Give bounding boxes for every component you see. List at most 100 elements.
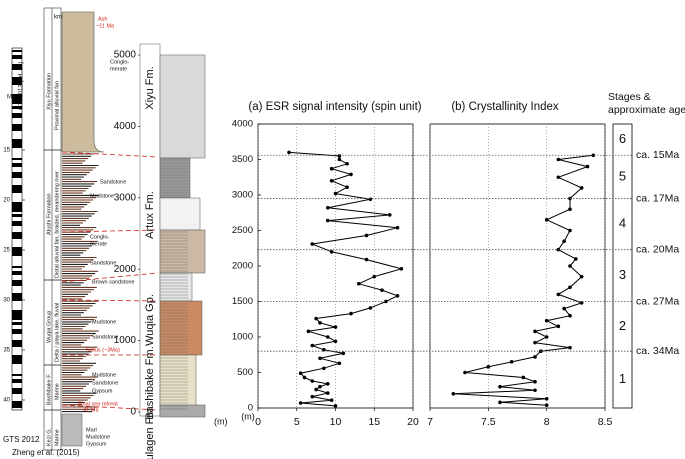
polarity-chron bbox=[12, 266, 22, 268]
formation: Wuqia Group bbox=[46, 311, 52, 343]
y-tick-label: 500 bbox=[237, 367, 253, 378]
retreat-label: ~41 Ma bbox=[80, 407, 99, 413]
retreat-label: Final sea retreat bbox=[78, 401, 118, 407]
lithology: Gypsum bbox=[92, 388, 113, 394]
x-tick-label: 7.5 bbox=[481, 416, 496, 428]
plot-b-frame bbox=[429, 123, 606, 409]
hiatus-label: hiatus (~3Ma) bbox=[86, 347, 120, 353]
polarity-chron bbox=[12, 55, 22, 59]
polarity-chron bbox=[12, 340, 22, 347]
setting: Distal alluvial fan, braided, meandering… bbox=[54, 171, 60, 278]
sample-point bbox=[368, 197, 373, 202]
sample-point bbox=[298, 371, 303, 376]
polarity-frame bbox=[11, 47, 23, 411]
sample-point bbox=[325, 382, 330, 386]
column-strata bbox=[160, 159, 188, 410]
sample-point bbox=[544, 335, 549, 339]
setting: Proximal alluvial fan bbox=[54, 81, 60, 130]
x-tick-label: 7 bbox=[427, 416, 433, 428]
sample-point bbox=[463, 370, 467, 375]
sample-point bbox=[356, 281, 361, 286]
polarity-chron bbox=[12, 172, 22, 178]
sample-point bbox=[544, 218, 549, 222]
sample-point bbox=[395, 294, 400, 298]
sample-point bbox=[556, 157, 561, 162]
plot-title: (b) Crystallinity Index bbox=[451, 101, 559, 113]
stage-label: 3 bbox=[619, 267, 626, 282]
sample-point bbox=[345, 185, 349, 189]
sample-point bbox=[544, 318, 549, 323]
lithology: Mudstone bbox=[92, 319, 116, 325]
sample-point bbox=[314, 316, 318, 321]
polarity-chron bbox=[12, 106, 22, 109]
stage-label: 2 bbox=[619, 318, 626, 333]
sample-point bbox=[579, 301, 584, 305]
sample-point bbox=[568, 228, 572, 233]
stage-age: ca. 34Ma bbox=[636, 345, 679, 357]
stage-title: approximate ages bbox=[608, 104, 685, 116]
lithology: Sandstone bbox=[90, 260, 116, 266]
sample-point bbox=[349, 172, 353, 177]
sample-point bbox=[579, 186, 584, 190]
column-tick-label: 0 bbox=[130, 407, 136, 418]
left-frames bbox=[43, 7, 62, 451]
sample-point bbox=[287, 150, 291, 155]
sample-point bbox=[544, 403, 549, 407]
sample-point bbox=[310, 379, 315, 383]
sample-point bbox=[568, 207, 572, 211]
polarity-chron bbox=[12, 202, 22, 212]
polarity-chron bbox=[12, 329, 22, 334]
sample-point bbox=[498, 400, 502, 405]
ash-label: Ash bbox=[98, 16, 107, 22]
stage-label: 4 bbox=[619, 216, 626, 231]
sample-point bbox=[333, 339, 338, 344]
polarity-chron bbox=[12, 214, 22, 217]
polarity-chron bbox=[12, 158, 22, 160]
sample-point bbox=[533, 340, 537, 345]
timescale-tick-label: 30 bbox=[3, 298, 10, 304]
polarity-chron bbox=[12, 185, 22, 193]
formation-label: Xiyu Fm. bbox=[144, 66, 156, 109]
stage-age: ca. 27Ma bbox=[636, 295, 679, 307]
plot-title: (a) ESR signal intensity (spin unit) bbox=[248, 101, 421, 113]
lithology: Conglo- bbox=[90, 234, 109, 240]
polarity-chron bbox=[12, 379, 22, 383]
sample-point bbox=[533, 379, 537, 384]
sample-point bbox=[486, 365, 491, 369]
x-tick-label: 0 bbox=[255, 416, 261, 428]
sample-point bbox=[310, 343, 315, 348]
polarity-chron bbox=[12, 64, 22, 70]
sample-point bbox=[591, 153, 596, 158]
polarity-chron bbox=[12, 139, 22, 148]
sample-point bbox=[318, 356, 322, 361]
sample-point bbox=[329, 179, 334, 183]
column-unit: (m) bbox=[214, 416, 228, 426]
lithology: Sandstone bbox=[92, 334, 118, 340]
sample-point bbox=[380, 288, 384, 292]
stage-age: ca. 20Ma bbox=[636, 243, 679, 255]
formation: Atushi Formation bbox=[46, 193, 52, 235]
sample-point bbox=[349, 311, 353, 316]
polarity-chron bbox=[12, 77, 22, 85]
stage-title: Stages & bbox=[608, 91, 651, 103]
polarity-chron bbox=[12, 401, 22, 408]
sample-point bbox=[306, 329, 311, 334]
timescale-tick-label: 15 bbox=[3, 148, 10, 154]
stage-label: 5 bbox=[619, 168, 626, 183]
sample-point bbox=[325, 205, 330, 210]
sample-point bbox=[333, 191, 338, 196]
lithology: Sandstone bbox=[100, 179, 126, 185]
polarity-chron bbox=[12, 94, 22, 104]
profile-line bbox=[453, 154, 594, 406]
polarity-chron bbox=[12, 232, 22, 239]
polarity-chron bbox=[12, 247, 22, 256]
x-tick-label: 10 bbox=[330, 416, 342, 428]
column-tick-label: 1000 bbox=[114, 335, 137, 346]
km-label: km bbox=[54, 15, 62, 21]
sample-point bbox=[364, 233, 369, 238]
lithology: Sandstone bbox=[92, 380, 118, 386]
lithology: Mudstone bbox=[86, 434, 110, 440]
sample-point bbox=[387, 213, 392, 217]
sample-point bbox=[585, 164, 590, 169]
